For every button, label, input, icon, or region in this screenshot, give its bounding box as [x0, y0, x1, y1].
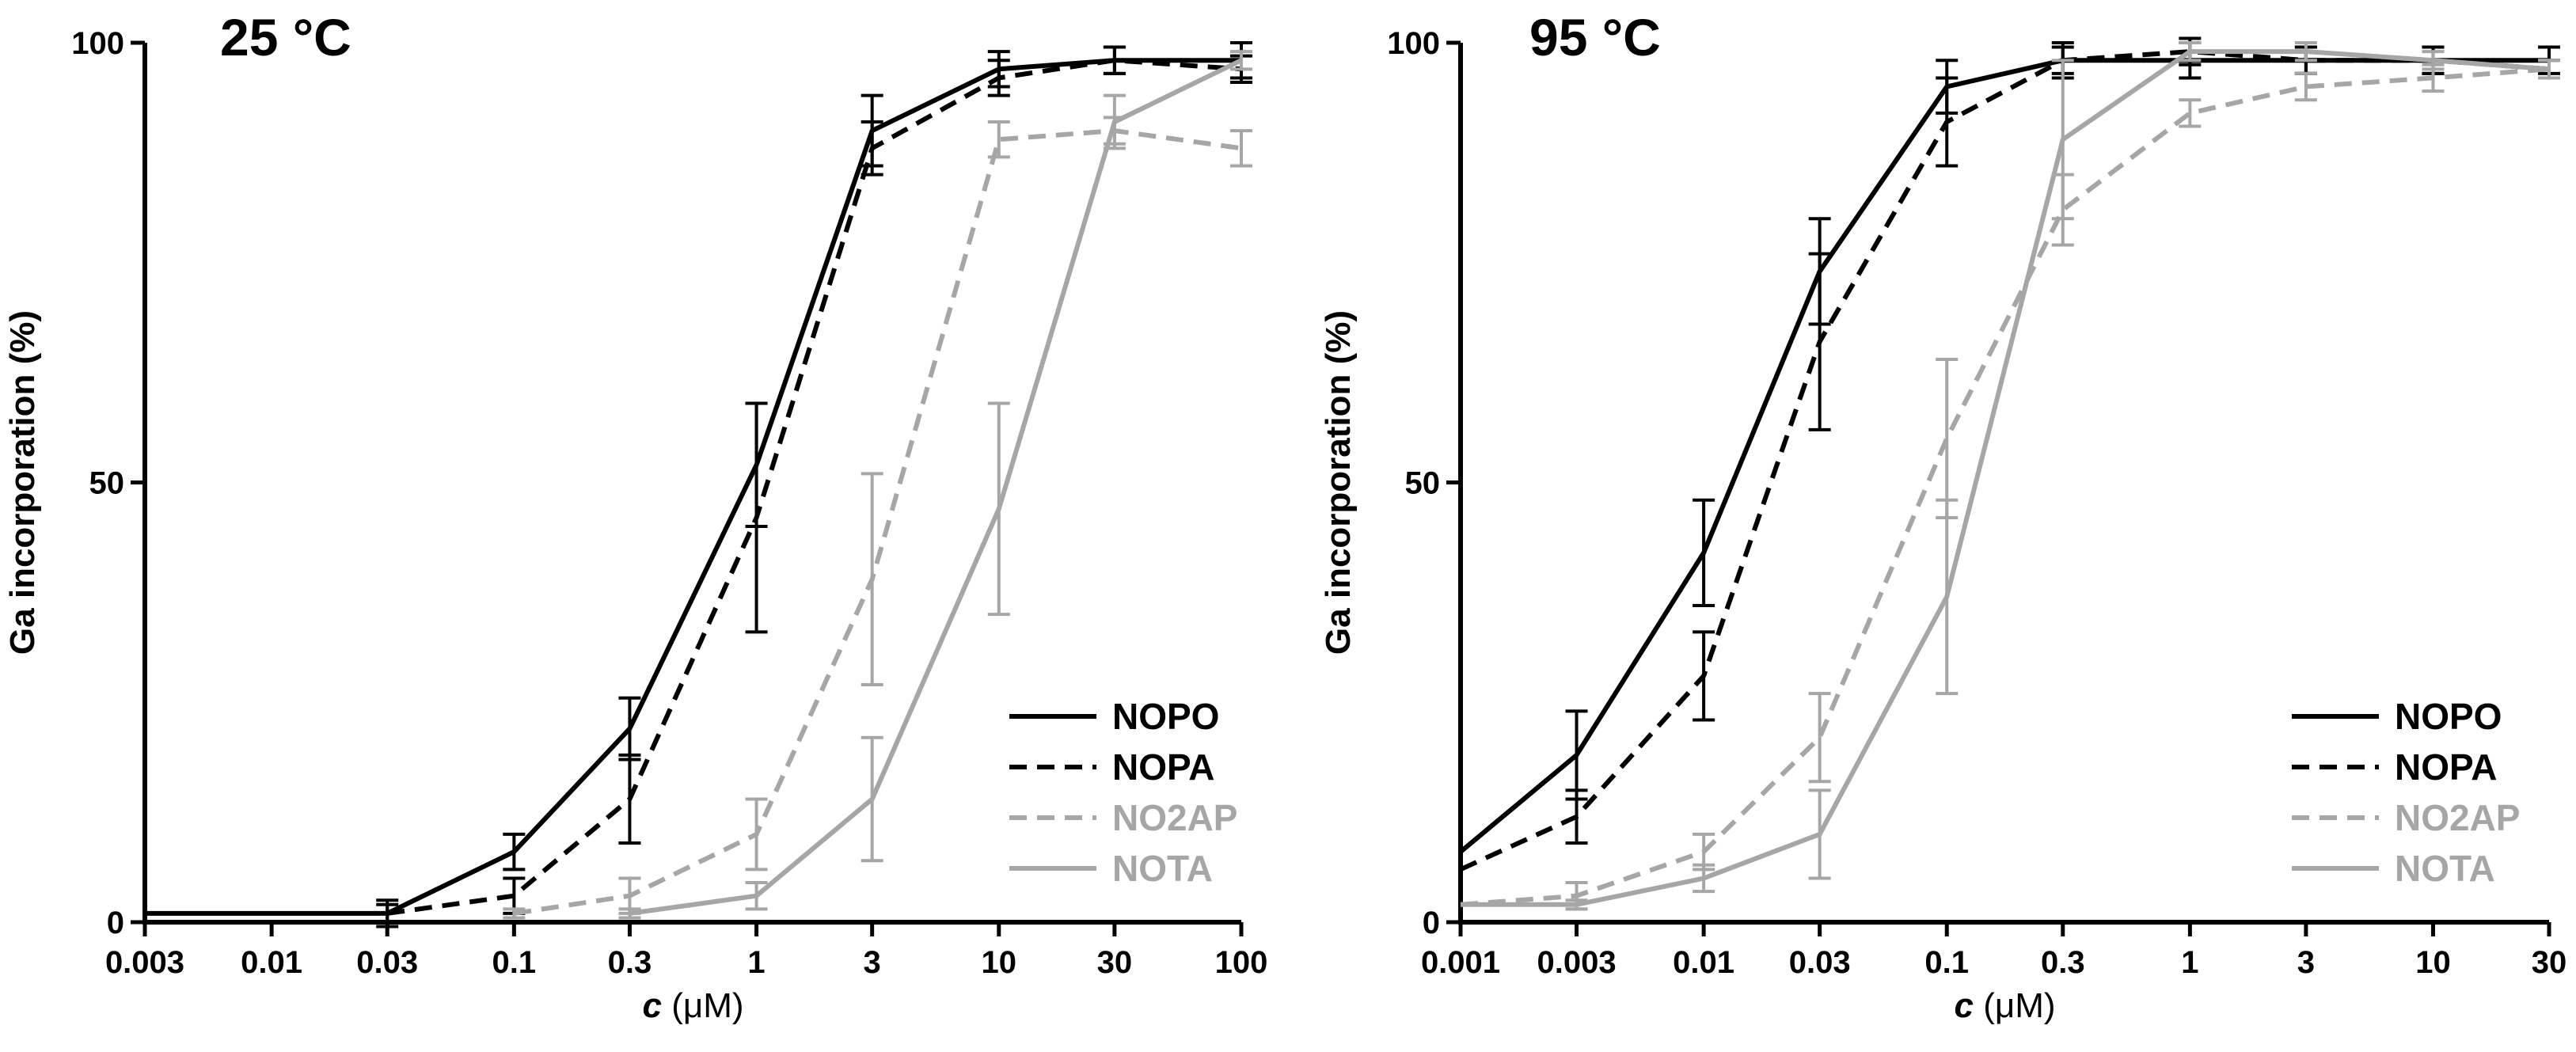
series-line — [1459, 49, 2550, 872]
y-tick-label: 50 — [89, 466, 125, 501]
legend-label: NOTA — [2395, 848, 2495, 889]
series-line — [1461, 49, 2550, 907]
x-tick-label: 0.03 — [1789, 945, 1851, 980]
error-bar — [1808, 252, 1831, 431]
panel-title: 95 °C — [1529, 8, 1661, 66]
error-bar — [618, 753, 641, 845]
error-bar — [2179, 98, 2202, 128]
error-bar — [987, 401, 1010, 617]
error-bar — [987, 120, 1010, 159]
error-bar — [1693, 498, 1715, 608]
error-bar — [861, 735, 883, 863]
error-bar — [861, 472, 883, 687]
chart-panel-1: 0 50 100 0.003 0.01 0.03 0.1 0.3 1 3 10 30 100 c (μM)… — [3, 8, 1267, 1025]
x-tick-label: 10 — [2415, 945, 2451, 980]
series-line — [629, 58, 1243, 916]
legend-label: NO2AP — [1112, 797, 1237, 838]
series-nota — [618, 50, 1252, 920]
x-tick-label: 30 — [1097, 945, 1133, 980]
legend: NOPO NOPA NO2AP NOTA — [1009, 696, 1237, 889]
error-bar — [1565, 709, 1588, 801]
x-tick-label: 100 — [1215, 945, 1268, 980]
error-bar — [618, 907, 641, 920]
series-line — [513, 128, 1242, 916]
error-bar — [1808, 692, 1831, 784]
error-bar — [745, 881, 768, 911]
x-tick-label: 10 — [982, 945, 1017, 980]
panel-title: 25 °C — [220, 8, 351, 66]
x-axis-title: c (μM) — [1954, 986, 2055, 1025]
series-nopa — [1459, 36, 2560, 872]
error-bar — [2538, 59, 2560, 80]
x-tick-label: 1 — [2181, 945, 2198, 980]
error-bar — [1565, 898, 1588, 911]
x-tick-label: 0.03 — [356, 945, 418, 980]
error-bar — [1103, 93, 1126, 150]
error-bar — [745, 401, 768, 634]
legend: NOPO NOPA NO2AP NOTA — [2292, 696, 2520, 889]
error-bar — [1936, 498, 1959, 696]
series-line — [1460, 66, 2550, 907]
error-bar — [503, 832, 526, 872]
error-bar — [503, 907, 526, 920]
error-bar — [1936, 76, 1959, 168]
error-bar — [1565, 788, 1588, 845]
y-tick-label: 50 — [1405, 466, 1441, 501]
error-bar — [1693, 863, 1715, 894]
error-bar — [1808, 788, 1831, 880]
legend-label: NOTA — [1112, 848, 1213, 889]
legend-label: NOPA — [2395, 746, 2498, 788]
legend-label: NOPO — [2395, 696, 2502, 737]
series-nopa — [376, 45, 1252, 924]
x-tick-label: 0.003 — [1537, 945, 1616, 980]
legend-label: NOPO — [1112, 696, 1219, 737]
error-bar — [1230, 50, 1252, 71]
error-bar — [2294, 41, 2317, 63]
legend-label: NOPA — [1112, 746, 1215, 788]
series-line — [1459, 58, 2549, 854]
y-tick-label: 100 — [1387, 26, 1440, 61]
x-tick-label: 3 — [2297, 945, 2315, 980]
legend-label: NO2AP — [2395, 797, 2520, 838]
error-bar — [376, 902, 399, 924]
x-tick-label: 30 — [2532, 945, 2567, 980]
error-bar — [987, 59, 1010, 97]
x-tick-label: 0.3 — [2041, 945, 2085, 980]
x-tick-label: 0.1 — [1924, 945, 1969, 980]
series-line — [145, 58, 1241, 916]
y-tick-label: 100 — [71, 26, 124, 61]
chart-panel-2: 0 50 100 0.001 0.003 0.01 0.03 0.1 0.3 1 3 10 30 c (μ… — [1319, 8, 2567, 1025]
x-tick-label: 1 — [747, 945, 765, 980]
y-tick-label: 0 — [107, 906, 124, 940]
series-line — [386, 58, 1242, 916]
x-tick-label: 0.01 — [1673, 945, 1734, 980]
y-axis-title: Ga incorporation (%) — [3, 310, 42, 655]
error-bar — [2422, 50, 2445, 71]
y-tick-label: 0 — [1423, 906, 1440, 940]
error-bar — [1936, 357, 1959, 519]
x-tick-label: 0.01 — [241, 945, 302, 980]
error-bar — [2179, 41, 2202, 63]
x-tick-label: 0.001 — [1421, 945, 1500, 980]
x-tick-label: 3 — [864, 945, 881, 980]
x-tick-label: 0.003 — [105, 945, 184, 980]
series-nopo — [145, 41, 1252, 929]
x-tick-label: 0.1 — [492, 945, 537, 980]
x-tick-label: 0.3 — [608, 945, 652, 980]
series-nota — [1461, 41, 2560, 911]
error-bar — [1693, 630, 1715, 722]
y-axis-title: Ga incorporation (%) — [1319, 310, 1358, 655]
error-bar — [861, 120, 883, 177]
x-axis-title: c (μM) — [642, 986, 743, 1025]
error-bar — [2294, 71, 2317, 102]
error-bar — [1103, 45, 1126, 75]
error-bar — [1230, 129, 1252, 168]
error-bar — [2051, 59, 2074, 221]
error-bar — [745, 797, 768, 872]
